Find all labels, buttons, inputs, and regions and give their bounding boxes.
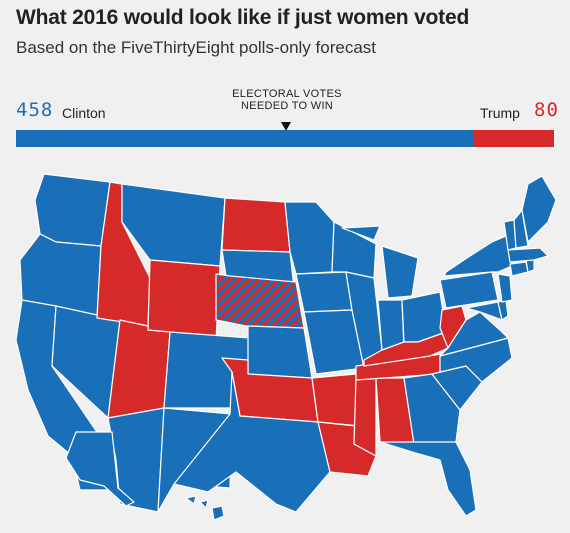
chart-subtitle: Based on the FiveThirtyEight polls-only … (16, 38, 377, 57)
needed-to-win-marker-icon (281, 122, 291, 131)
state-hi (185, 495, 225, 521)
state-wy (147, 259, 221, 341)
state-tx (173, 371, 331, 513)
state-wa (34, 173, 111, 247)
state-pa (439, 271, 499, 309)
state-ny (443, 235, 513, 277)
state-ct (509, 261, 529, 277)
state-ri (525, 259, 535, 273)
electoral-vote-bar (16, 130, 554, 147)
needed-label-line1: ELECTORAL VOTES (232, 88, 342, 100)
trump-bar-segment (474, 130, 554, 147)
state-va (439, 311, 509, 357)
needed-to-win-label: ELECTORAL VOTES NEEDED TO WIN (212, 88, 362, 112)
clinton-bar-segment (16, 130, 474, 147)
state-ia (295, 271, 353, 313)
state-fl (379, 441, 477, 517)
trump-label: Trump (480, 105, 520, 121)
needed-label-line2: NEEDED TO WIN (240, 100, 334, 112)
state-nd (221, 197, 291, 253)
state-ne (215, 273, 305, 329)
state-ks (247, 325, 313, 379)
state-ga (403, 373, 461, 445)
trump-votes: 80 (534, 99, 559, 121)
state-ak (65, 431, 135, 507)
clinton-label: Clinton (62, 105, 106, 121)
state-nj (497, 273, 513, 303)
chart-title: What 2016 would look like if just women … (16, 6, 470, 29)
us-map-svg (15, 173, 557, 521)
state-ma (507, 247, 549, 263)
state-ar (311, 373, 361, 427)
state-me (521, 175, 557, 243)
state-ms (353, 377, 377, 457)
state-mi (341, 225, 419, 299)
state-mn (284, 201, 335, 275)
clinton-votes: 458 (16, 99, 54, 121)
us-map (0, 160, 570, 533)
state-in (377, 299, 405, 351)
state-nh (513, 209, 529, 249)
